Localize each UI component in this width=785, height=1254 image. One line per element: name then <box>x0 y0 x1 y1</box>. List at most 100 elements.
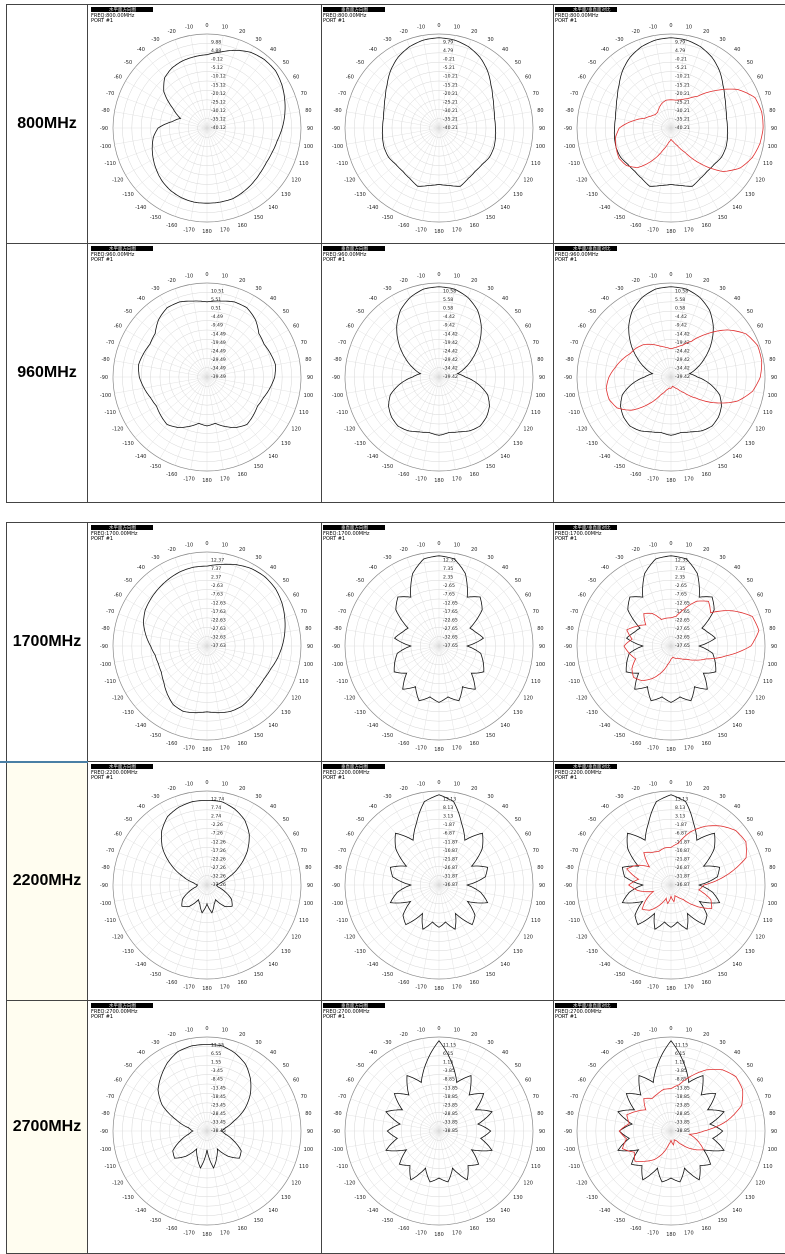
grid-spoke <box>159 46 208 129</box>
db-tick-label: -10.21 <box>675 74 690 80</box>
angle-tick-label: 40 <box>734 565 740 571</box>
angle-tick-label: 50 <box>747 817 753 823</box>
grid-spoke <box>357 645 440 694</box>
db-tick-label: -6.87 <box>443 831 455 837</box>
freq-text: FREQ:960.00MHz <box>555 252 599 258</box>
angle-tick-label: 140 <box>732 454 742 460</box>
grid-spoke <box>438 360 532 378</box>
grid-spoke <box>638 39 672 129</box>
db-tick-label: -28.45 <box>211 1111 226 1117</box>
grid-spoke <box>670 376 704 466</box>
angle-tick-label: -40 <box>601 296 609 302</box>
grid-spoke <box>134 67 208 129</box>
angle-tick-label: -30 <box>615 37 623 43</box>
grid-spoke <box>589 1130 672 1179</box>
angle-tick-label: -150 <box>150 215 161 221</box>
db-tick-label: -30.21 <box>443 108 458 114</box>
grid-spoke <box>670 1130 760 1164</box>
db-tick-label: -19.42 <box>443 340 458 346</box>
angle-tick-label: 10 <box>686 25 692 31</box>
angle-tick-label: 30 <box>719 794 725 800</box>
grid-spoke <box>125 598 208 647</box>
angle-tick-label: 160 <box>469 472 479 478</box>
grid-spoke <box>422 35 440 129</box>
angle-tick-label: -100 <box>332 901 343 907</box>
grid-spoke <box>206 645 296 679</box>
db-tick-label: -27.65 <box>443 626 458 632</box>
grid-spoke <box>125 645 208 694</box>
pattern-curve-red <box>626 825 747 911</box>
db-tick-label: 10.51 <box>211 289 224 295</box>
angle-tick-label: -50 <box>356 817 364 823</box>
port-text: PORT #1 <box>323 1014 345 1020</box>
grid-spoke <box>190 127 208 221</box>
angle-tick-label: 180 <box>666 1232 676 1238</box>
grid-spoke <box>670 1083 753 1132</box>
angle-tick-label: 110 <box>531 679 541 685</box>
db-tick-label: -37.26 <box>211 882 226 888</box>
angle-tick-label: 30 <box>255 555 261 561</box>
angle-tick-label: 130 <box>745 949 755 955</box>
grid-spoke <box>438 796 472 886</box>
angle-tick-label: 120 <box>523 178 533 184</box>
grid-spoke <box>206 376 255 459</box>
grid-spoke <box>206 868 300 886</box>
grid-spoke <box>670 645 753 694</box>
grid-spoke <box>206 837 289 886</box>
db-tick-label: -39.42 <box>443 374 458 380</box>
grid-spoke <box>670 67 744 129</box>
grid-spoke <box>206 1042 240 1132</box>
angle-tick-label: 140 <box>500 1208 510 1214</box>
angle-tick-label: 170 <box>220 984 230 990</box>
angle-tick-label: 90 <box>539 644 545 650</box>
angle-tick-label: -150 <box>382 972 393 978</box>
frequency-label: 1700MHz <box>7 523 88 761</box>
grid-spoke <box>438 111 532 129</box>
angle-tick-label: 100 <box>768 662 778 668</box>
db-tick-label: -31.87 <box>443 873 458 879</box>
db-tick-label: -37.63 <box>211 643 226 649</box>
pattern-curve-black <box>393 555 485 703</box>
angle-tick-label: -150 <box>150 464 161 470</box>
angle-tick-label: -130 <box>122 949 133 955</box>
angle-tick-label: 170 <box>684 476 694 482</box>
grid-spoke <box>438 837 521 886</box>
freq-text: FREQ:2700.00MHz <box>323 1009 370 1015</box>
angle-tick-label: 130 <box>745 441 755 447</box>
grid-spoke <box>206 613 296 647</box>
angle-tick-label: 0 <box>669 1026 672 1032</box>
db-tick-label: 7.37 <box>211 566 221 572</box>
grid-spoke <box>366 376 440 438</box>
grid-spoke <box>670 376 688 470</box>
grid-spoke <box>357 884 440 933</box>
grid-spoke <box>125 884 208 933</box>
port-text: PORT #1 <box>91 18 113 24</box>
grid-spoke <box>589 645 672 694</box>
grid-spoke <box>654 1130 672 1224</box>
angle-tick-label: 120 <box>755 696 765 702</box>
chart-header-bar <box>323 246 385 251</box>
db-tick-label: -7.65 <box>443 592 455 598</box>
grid-spoke <box>206 884 296 918</box>
grid-spoke <box>206 1083 289 1132</box>
grid-spoke <box>670 1130 732 1204</box>
angle-tick-label: -10 <box>649 782 657 788</box>
chart-header-bar <box>323 1003 385 1008</box>
angle-tick-label: -90 <box>564 644 572 650</box>
grid-spoke <box>146 304 208 378</box>
db-tick-label: -33.85 <box>443 1119 458 1125</box>
angle-tick-label: 10 <box>454 782 460 788</box>
angle-tick-label: 140 <box>500 454 510 460</box>
db-tick-label: -23.85 <box>443 1102 458 1108</box>
grid-spoke <box>670 803 719 886</box>
angle-tick-label: 20 <box>703 547 709 553</box>
angle-tick-label: -60 <box>578 1078 586 1084</box>
angle-tick-label: 70 <box>301 1094 307 1100</box>
angle-tick-label: 160 <box>701 980 711 986</box>
grid-spoke <box>350 613 440 647</box>
angle-tick-label: 90 <box>307 126 313 132</box>
grid-spoke <box>638 796 672 886</box>
db-tick-label: 0.51 <box>211 306 221 312</box>
separator-line <box>0 761 88 763</box>
grid-spoke <box>206 884 280 946</box>
